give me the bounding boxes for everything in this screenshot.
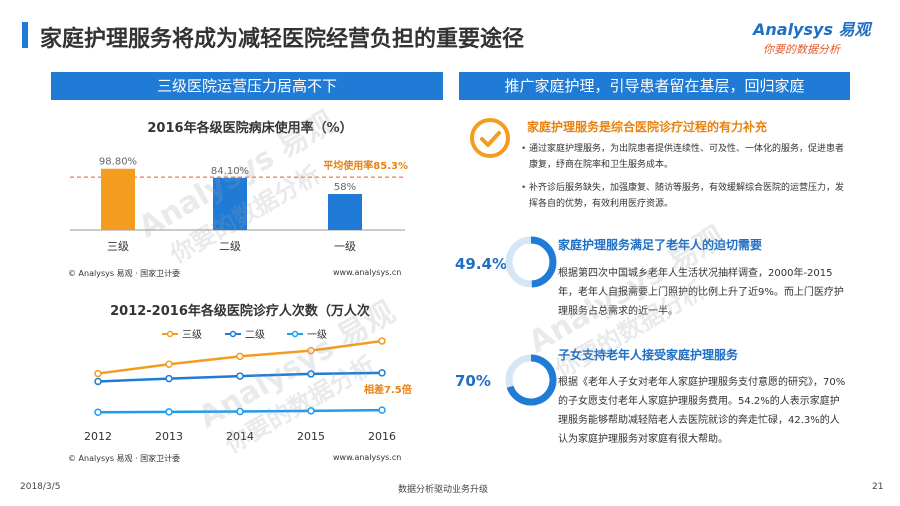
bed-category-label-1: 三级	[107, 240, 129, 253]
bed-chart-title: 2016年各级医院病床使用率（%）	[147, 121, 353, 136]
visits-x-tick-5: 2016	[368, 430, 396, 443]
checkmark-icon	[470, 118, 510, 158]
visits-legend-marker-3	[291, 330, 299, 338]
visits-point-3-1	[94, 408, 102, 417]
bed-bar-value-label-1: 98.80%	[99, 157, 137, 168]
visits-point-1-3	[236, 352, 244, 361]
section1-bullet-1: 通过家庭护理服务，为出院患者提供连续性、可及性、一体化的服务，促进患者康复，纾商…	[521, 141, 844, 173]
visits-point-1-2	[165, 360, 173, 368]
bed-bar-value-label-3: 58%	[334, 182, 356, 193]
logo-brand-text: Analysys 易观	[753, 20, 871, 39]
bed-category-label-3: 一级	[334, 240, 356, 253]
section1-title: 家庭护理服务是综合医院诊疗过程的有力补充	[527, 120, 768, 134]
visits-annotation: 相差7.5倍	[364, 383, 412, 396]
bed-category-label-2: 二级	[219, 240, 241, 253]
visits-chart-source: © Analysys 易观 · 国家卫计委	[68, 454, 181, 463]
page-number: 21	[872, 482, 884, 492]
visits-point-2-1	[94, 377, 102, 386]
logo-tagline: 你要的数据分析	[763, 43, 840, 56]
ring2-arc	[530, 236, 557, 288]
visits-point-1-1	[94, 369, 102, 378]
left-section-banner: 三级医院运营压力居高不下	[51, 72, 443, 100]
visits-point-1-4	[307, 346, 315, 355]
visits-legend-marker-2	[229, 330, 237, 338]
title-accent-bar	[22, 22, 28, 48]
footer-center-text: 数据分析驱动业务升级	[398, 485, 489, 495]
visits-chart-site: www.analysys.cn	[333, 453, 402, 462]
visits-point-2-5	[378, 369, 386, 377]
visits-point-3-3	[236, 407, 244, 416]
visits-legend-label-3: 一级	[307, 329, 327, 341]
bed-bar-3	[328, 194, 362, 230]
visits-point-3-4	[307, 407, 315, 415]
visits-x-tick-4: 2015	[297, 430, 325, 443]
checkmark-glyph	[480, 131, 501, 147]
visits-x-tick-3: 2014	[226, 430, 254, 443]
bed-bar-value-label-2: 84.10%	[211, 166, 249, 177]
section3-percent: 70%	[455, 372, 491, 390]
visits-legend-label-2: 二级	[245, 329, 265, 341]
visits-point-3-5	[378, 406, 386, 414]
ring3-arc	[506, 354, 557, 406]
visits-point-3-2	[165, 408, 173, 416]
section3-title: 子女支持老年人接受家庭护理服务	[558, 348, 739, 362]
right-section-banner: 推广家庭护理，引导患者留在基层，回归家庭	[459, 72, 850, 100]
visits-legend-marker-1	[166, 330, 174, 338]
visits-x-tick-1: 2012	[84, 430, 112, 443]
visits-point-2-4	[307, 370, 315, 378]
footer-date: 2018/3/5	[20, 482, 61, 492]
page-title: 家庭护理服务将成为减轻医院经营负担的重要途径	[40, 27, 525, 52]
bed-avg-label: 平均使用率85.3%	[323, 159, 408, 172]
visits-point-2-3	[236, 372, 244, 380]
section2-text: 根据第四次中国城乡老年人生活状况抽样调查，2000年-2015年，老年人自报需要…	[558, 268, 844, 317]
section1-bullet-2: 补齐诊后服务缺失，加强康复、随访等服务，有效缓解综合医院的运营压力，发挥各自的优…	[521, 180, 844, 212]
visits-x-tick-2: 2013	[155, 430, 183, 443]
visits-point-2-2	[165, 374, 173, 383]
brand-logo: Analysys 易观 你要的数据分析	[753, 16, 888, 58]
visits-point-1-5	[378, 337, 386, 345]
bed-chart-source: © Analysys 易观 · 国家卫计委	[68, 269, 181, 278]
section3-text: 根据《老年人子女对老年人家庭护理服务支付意愿的研究》，70%的子女愿支付老年人家…	[558, 377, 846, 445]
bed-bar-2	[213, 177, 247, 230]
section2-title: 家庭护理服务满足了老年人的迫切需要	[558, 238, 763, 252]
visits-chart-title: 2012-2016年各级医院诊疗人次数（万人次	[110, 304, 370, 319]
section2-percent: 49.4%	[455, 255, 508, 273]
bed-bar-1	[101, 168, 135, 230]
bed-chart-site: www.analysys.cn	[333, 268, 402, 277]
visits-legend-label-1: 三级	[182, 329, 202, 341]
